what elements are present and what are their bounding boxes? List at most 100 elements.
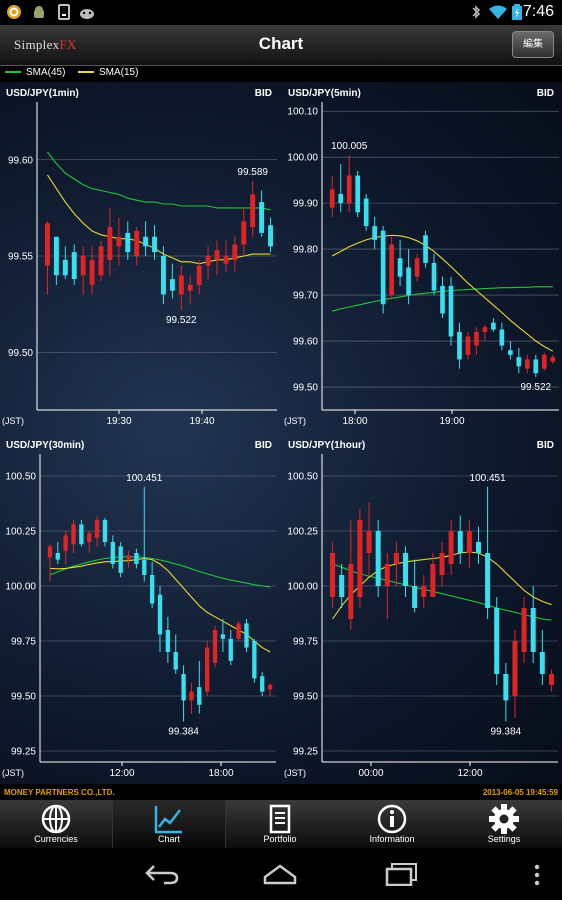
- y-tick-label: 99.80: [293, 245, 318, 256]
- x-tick-label: 19:40: [189, 416, 214, 427]
- y-tick-label: 100.25: [287, 527, 318, 538]
- chart-panel-1hour[interactable]: 100.50 100.25 100.00 99.75 99.50 99.25 00:00 12…: [282, 434, 562, 784]
- candle: [236, 623, 241, 639]
- candle: [187, 284, 193, 291]
- candle: [62, 259, 68, 276]
- x-tick-label: 12:00: [457, 768, 482, 779]
- tab-label: Currencies: [34, 834, 78, 844]
- tab-portfolio[interactable]: Portfolio: [224, 800, 336, 848]
- home-icon[interactable]: [262, 862, 298, 886]
- update-timestamp: 2013-06-05 19:45:59: [482, 788, 558, 797]
- candle: [355, 175, 361, 213]
- candle: [357, 520, 363, 597]
- y-tick-label: 99.50: [293, 692, 318, 703]
- status-clock: 7:46: [522, 3, 554, 20]
- edit-button[interactable]: 編集: [512, 31, 554, 58]
- candle: [339, 575, 345, 597]
- candle: [259, 202, 265, 233]
- tab-chart[interactable]: Chart: [112, 800, 226, 848]
- chart-panel-30min[interactable]: 100.50 100.25 100.00 99.75 99.50 99.25 12:00 18…: [0, 434, 280, 784]
- candle: [267, 685, 273, 690]
- y-tick-label: 100.50: [287, 472, 318, 483]
- high-annotation: 99.589: [237, 167, 268, 178]
- chart-panel-5min[interactable]: 100.10 100.00 99.90 99.80 99.70 99.60 99.50 18:…: [282, 82, 562, 432]
- low-annotation: 99.522: [520, 382, 551, 393]
- candle: [110, 542, 115, 564]
- bottom-tab-bar: Currencies Chart Portfolio Information S…: [0, 800, 562, 848]
- overflow-menu-icon[interactable]: [532, 864, 542, 886]
- candle: [268, 225, 273, 247]
- chart-1hour: 100.50 100.25 100.00 99.75 99.50 99.25 00:00 12…: [284, 454, 558, 779]
- tab-information[interactable]: Information: [336, 800, 448, 848]
- y-tick-label: 100.00: [287, 153, 318, 164]
- candle: [252, 641, 257, 679]
- globe-icon: [41, 804, 71, 834]
- candle: [134, 553, 139, 564]
- candle: [125, 232, 131, 253]
- candle: [212, 630, 218, 663]
- candle: [380, 230, 386, 305]
- high-annotation: 100.451: [470, 473, 507, 484]
- price-side-label: BID: [254, 88, 272, 99]
- page-title: Chart: [258, 34, 304, 53]
- tab-settings[interactable]: Settings: [448, 800, 560, 848]
- candle: [524, 359, 530, 369]
- notification-app-icon: [7, 5, 21, 19]
- chart-legend: SMA(45) SMA(15): [0, 66, 562, 81]
- x-tick-label: 18:00: [342, 416, 367, 427]
- app-logo: SimplexFX: [14, 37, 77, 52]
- candle: [149, 575, 155, 604]
- x-tick-label: 18:00: [208, 768, 233, 779]
- status-bar: 7:46: [0, 0, 562, 25]
- chart-title: USD/JPY(30min): [6, 440, 85, 451]
- candle: [448, 531, 454, 564]
- candle: [47, 546, 53, 558]
- recent-apps-icon[interactable]: [384, 862, 420, 886]
- back-icon[interactable]: [144, 862, 180, 886]
- chart-panel-1min[interactable]: 99.60 99.55 99.50 19:30 19:40 (JST) 99.589 99.5…: [0, 82, 280, 432]
- candle: [397, 258, 403, 277]
- candle: [541, 354, 547, 369]
- candle: [87, 533, 92, 542]
- info-icon: [377, 804, 407, 834]
- chart-icon: [154, 806, 182, 834]
- candle: [55, 553, 60, 560]
- candle: [466, 531, 472, 553]
- candle: [440, 285, 445, 314]
- candle: [482, 327, 488, 332]
- candle: [173, 652, 178, 670]
- candle: [134, 230, 140, 256]
- candle: [223, 256, 229, 264]
- candle: [499, 329, 505, 346]
- info-footer: MONEY PARTNERS CO.,LTD. 2013-06-05 19:45…: [0, 784, 562, 800]
- candle: [338, 193, 344, 204]
- candle: [346, 175, 352, 204]
- candle: [363, 198, 369, 227]
- y-tick-label: 99.50: [293, 383, 318, 394]
- tab-currencies[interactable]: Currencies: [0, 800, 112, 848]
- y-tick-label: 100.25: [5, 527, 36, 538]
- chart-1min: 99.60 99.55 99.50 19:30 19:40 (JST) 99.589 99.5…: [2, 102, 277, 427]
- y-tick-label: 99.75: [11, 637, 36, 648]
- candle: [197, 687, 202, 705]
- candle: [189, 691, 194, 701]
- company-name: MONEY PARTNERS CO.,LTD.: [4, 788, 115, 797]
- tab-label: Portfolio: [263, 834, 297, 844]
- candle: [550, 357, 556, 362]
- candle: [98, 246, 104, 276]
- chart-5min: 100.10 100.00 99.90 99.80 99.70 99.60 99.50 18:…: [284, 102, 559, 427]
- candle: [465, 336, 471, 355]
- candle: [169, 279, 175, 291]
- high-annotation: 100.451: [126, 473, 163, 484]
- price-side-label: BID: [536, 88, 554, 99]
- candle: [533, 359, 539, 374]
- candle: [181, 674, 186, 701]
- y-tick-label: 99.75: [293, 637, 318, 648]
- y-tick-label: 99.50: [8, 348, 33, 359]
- candle: [348, 564, 354, 619]
- chart-grid: 99.60 99.55 99.50 19:30 19:40 (JST) 99.589 99.5…: [0, 82, 562, 784]
- candle: [414, 258, 420, 277]
- y-tick-label: 99.25: [11, 747, 36, 758]
- x-tick-label: 19:00: [439, 416, 464, 427]
- candle: [516, 357, 522, 367]
